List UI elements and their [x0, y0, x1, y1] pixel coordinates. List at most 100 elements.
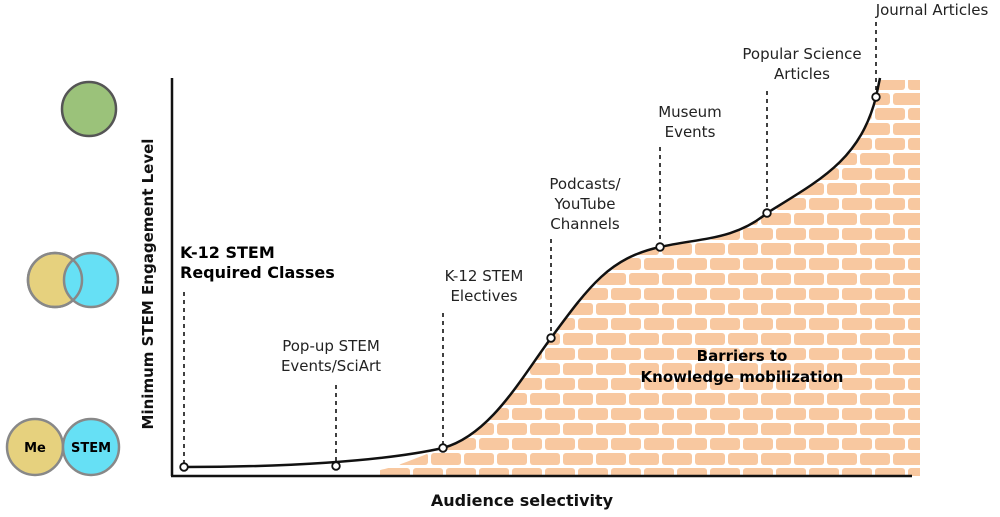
brick — [908, 348, 920, 360]
brick — [908, 168, 920, 180]
brick — [380, 378, 410, 390]
brick — [446, 138, 476, 150]
brick — [908, 288, 920, 300]
brick — [563, 423, 593, 435]
brick — [743, 318, 773, 330]
brick — [578, 378, 608, 390]
brick — [563, 453, 593, 465]
brick — [380, 273, 395, 285]
brick — [728, 243, 758, 255]
brick — [743, 168, 773, 180]
brick — [497, 243, 527, 255]
brick — [695, 213, 725, 225]
brick — [809, 108, 839, 120]
brick — [497, 423, 527, 435]
brick — [794, 333, 824, 345]
brick — [464, 123, 494, 135]
brick — [893, 153, 920, 165]
brick — [743, 408, 773, 420]
brick — [908, 108, 920, 120]
brick — [860, 333, 890, 345]
brick — [827, 183, 857, 195]
brick — [512, 438, 542, 450]
brick — [611, 138, 641, 150]
brick — [809, 228, 839, 240]
brick — [398, 363, 428, 375]
brick — [578, 80, 608, 90]
brick — [794, 123, 824, 135]
brick — [644, 348, 674, 360]
brick — [398, 183, 428, 195]
brick — [530, 363, 560, 375]
brick — [512, 138, 542, 150]
brick — [794, 153, 824, 165]
brick — [644, 168, 674, 180]
brick — [380, 423, 395, 435]
brick — [842, 108, 872, 120]
brick — [710, 438, 740, 450]
brick — [677, 348, 707, 360]
brick — [545, 108, 575, 120]
brick — [446, 168, 476, 180]
brick — [860, 183, 890, 195]
brick — [809, 438, 839, 450]
brick — [695, 153, 725, 165]
brick — [908, 378, 920, 390]
brick — [743, 378, 773, 390]
brick — [728, 423, 758, 435]
brick — [761, 243, 791, 255]
brick — [710, 318, 740, 330]
brick — [908, 318, 920, 330]
merged-circle — [60, 80, 118, 138]
brick — [644, 378, 674, 390]
popup-stem-marker — [331, 461, 341, 471]
brick — [842, 168, 872, 180]
brick — [809, 138, 839, 150]
brick — [596, 333, 626, 345]
brick — [776, 288, 806, 300]
brick — [728, 393, 758, 405]
brick — [530, 93, 560, 105]
brick — [710, 348, 740, 360]
brick — [893, 123, 920, 135]
brick — [611, 468, 641, 476]
brick — [398, 333, 428, 345]
brick — [479, 108, 509, 120]
brick — [479, 228, 509, 240]
x-axis-title: Audience selectivity — [430, 491, 614, 510]
brick — [827, 123, 857, 135]
brick — [497, 123, 527, 135]
brick — [776, 168, 806, 180]
brick — [893, 303, 920, 315]
brick — [842, 438, 872, 450]
engagement-curve — [183, 77, 882, 469]
brick — [464, 453, 494, 465]
brick — [860, 303, 890, 315]
brick — [893, 93, 920, 105]
podcasts-label: Podcasts/ YouTube Channels — [549, 175, 621, 233]
brick — [761, 333, 791, 345]
brick — [578, 318, 608, 330]
brick — [530, 423, 560, 435]
brick — [479, 318, 509, 330]
brick — [380, 243, 395, 255]
brick — [380, 93, 395, 105]
brick — [629, 303, 659, 315]
brick — [860, 453, 890, 465]
brick — [530, 453, 560, 465]
brick — [578, 258, 608, 270]
brick — [893, 453, 920, 465]
brick — [761, 363, 791, 375]
k12-electives-label: K-12 STEM Electives — [444, 267, 524, 305]
brick — [380, 183, 395, 195]
brick — [479, 138, 509, 150]
brick — [629, 453, 659, 465]
brick — [728, 273, 758, 285]
brick — [695, 423, 725, 435]
brick — [710, 288, 740, 300]
brick — [380, 198, 410, 210]
brick — [794, 303, 824, 315]
brick — [596, 303, 626, 315]
brick — [695, 333, 725, 345]
brick — [809, 288, 839, 300]
